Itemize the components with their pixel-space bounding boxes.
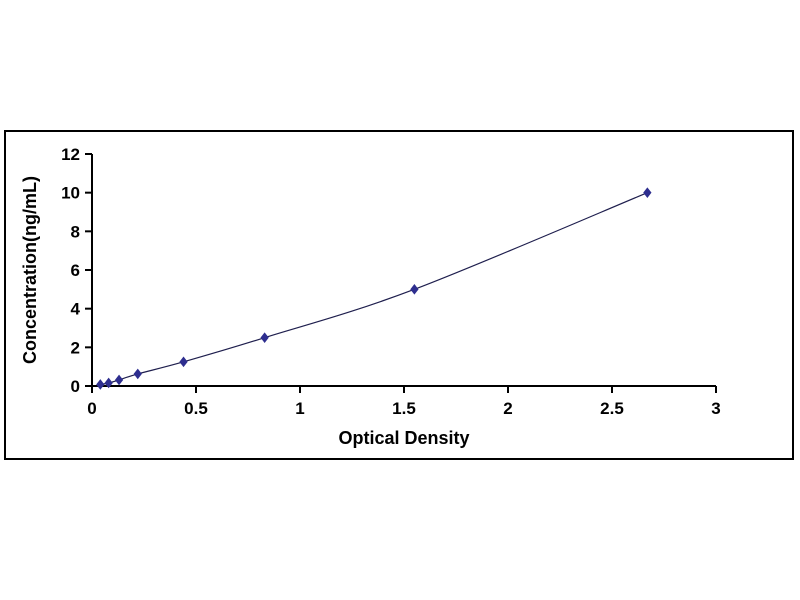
y-tick-label: 4 — [71, 300, 81, 319]
x-tick-label: 0.5 — [184, 399, 208, 418]
data-point-marker — [643, 187, 652, 198]
data-point-marker — [96, 379, 105, 390]
x-tick-label: 1.5 — [392, 399, 416, 418]
data-point-marker — [133, 368, 142, 380]
y-tick-label: 10 — [61, 184, 80, 203]
plot-layer: 0 0.5 1 1.5 2 2.5 3 0 2 4 6 8 10 12 — [61, 145, 721, 418]
axis-lines — [91, 154, 716, 387]
x-tick-label: 2.5 — [600, 399, 624, 418]
y-axis-title: Concentration(ng/mL) — [20, 176, 40, 364]
x-axis-title: Optical Density — [338, 428, 469, 448]
data-point-marker — [114, 374, 124, 386]
data-point-marker — [179, 356, 188, 368]
y-tick-label: 0 — [71, 377, 80, 396]
x-tick-label: 3 — [711, 399, 720, 418]
elisa-standard-curve-chart: 0 0.5 1 1.5 2 2.5 3 0 2 4 6 8 10 12 Concentration(ng/… — [20, 145, 721, 448]
data-point-marker — [260, 332, 269, 343]
x-tick-label: 1 — [295, 399, 304, 418]
x-tick-label: 0 — [87, 399, 96, 418]
series-line — [100, 192, 648, 386]
chart-frame: 0 0.5 1 1.5 2 2.5 3 0 2 4 6 8 10 12 Concentration(ng/… — [4, 130, 794, 460]
y-tick-label: 2 — [71, 338, 80, 357]
y-tick-label: 12 — [61, 145, 80, 164]
y-tick-label: 8 — [71, 222, 80, 241]
x-tick-label: 2 — [503, 399, 512, 418]
y-tick-label: 6 — [71, 261, 80, 280]
data-point-marker — [410, 284, 419, 295]
data-point-marker — [104, 377, 113, 389]
